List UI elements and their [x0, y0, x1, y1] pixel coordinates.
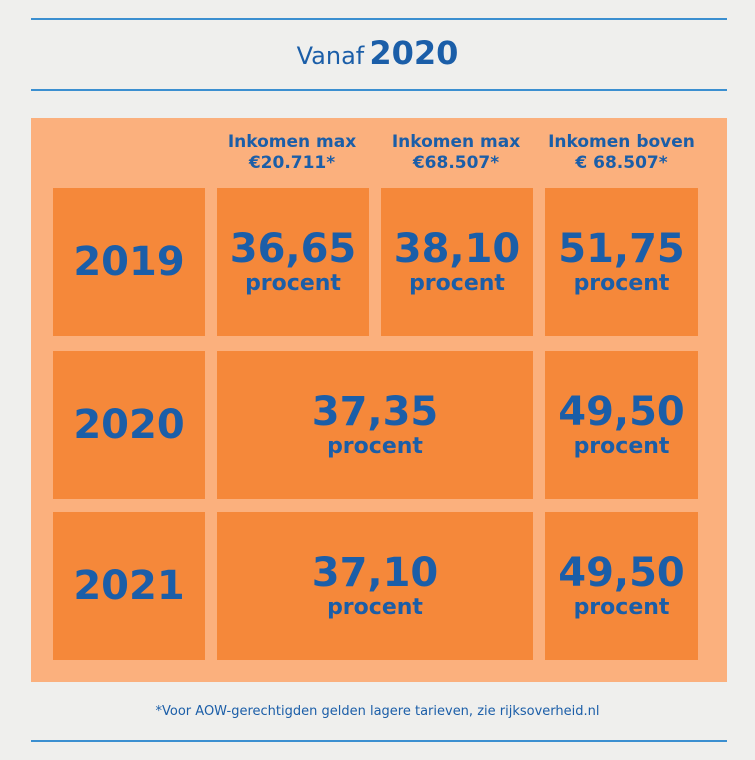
rate-cell: 38,10 procent [381, 188, 533, 336]
rate-cell: 51,75 procent [545, 188, 698, 336]
header-divider [31, 89, 727, 91]
rate-unit: procent [409, 271, 505, 296]
bottom-divider [31, 740, 727, 742]
year-label: 2021 [73, 563, 185, 609]
rate-value: 51,75 [558, 226, 685, 272]
rate-cell-merged: 37,35 procent [217, 351, 533, 499]
column-header-income-max-2: Inkomen max €68.507* [381, 132, 531, 174]
year-label: 2020 [73, 402, 185, 448]
title-year: 2020 [369, 34, 459, 72]
column-header-amount: €68.507* [412, 153, 500, 173]
rate-unit: procent [327, 595, 423, 620]
rate-value: 49,50 [558, 550, 685, 596]
top-divider [31, 18, 727, 20]
column-header-label: Inkomen max [391, 132, 521, 152]
rate-unit: procent [327, 434, 423, 459]
column-header-label: Inkomen boven [548, 132, 695, 152]
column-header-amount: €20.711* [248, 153, 336, 173]
year-label: 2019 [73, 239, 185, 285]
rate-cell: 49,50 procent [545, 351, 698, 499]
rate-value: 49,50 [558, 389, 685, 435]
rate-value: 37,10 [311, 550, 439, 596]
row-year-2021: 2021 [53, 512, 205, 660]
rate-unit: procent [245, 271, 341, 296]
rate-value: 38,10 [393, 226, 521, 272]
rate-value: 36,65 [229, 226, 357, 272]
rate-cell-merged: 37,10 procent [217, 512, 533, 660]
footnote: *Voor AOW-gerechtigden gelden lagere tar… [155, 704, 600, 719]
column-header-amount: € 68.507* [575, 153, 668, 173]
column-header-label: Inkomen max [227, 132, 357, 152]
rate-unit: procent [573, 595, 670, 620]
row-year-2020: 2020 [53, 351, 205, 499]
column-header-income-max-1: Inkomen max €20.711* [217, 132, 367, 174]
column-header-income-above: Inkomen boven € 68.507* [545, 132, 698, 174]
rate-value: 37,35 [311, 389, 439, 435]
row-year-2019: 2019 [53, 188, 205, 336]
title-prefix: Vanaf [296, 42, 365, 70]
page-title: Vanaf 2020 [0, 34, 755, 72]
rate-cell: 36,65 procent [217, 188, 369, 336]
rate-cell: 49,50 procent [545, 512, 698, 660]
rate-unit: procent [573, 271, 670, 296]
rate-unit: procent [573, 434, 670, 459]
